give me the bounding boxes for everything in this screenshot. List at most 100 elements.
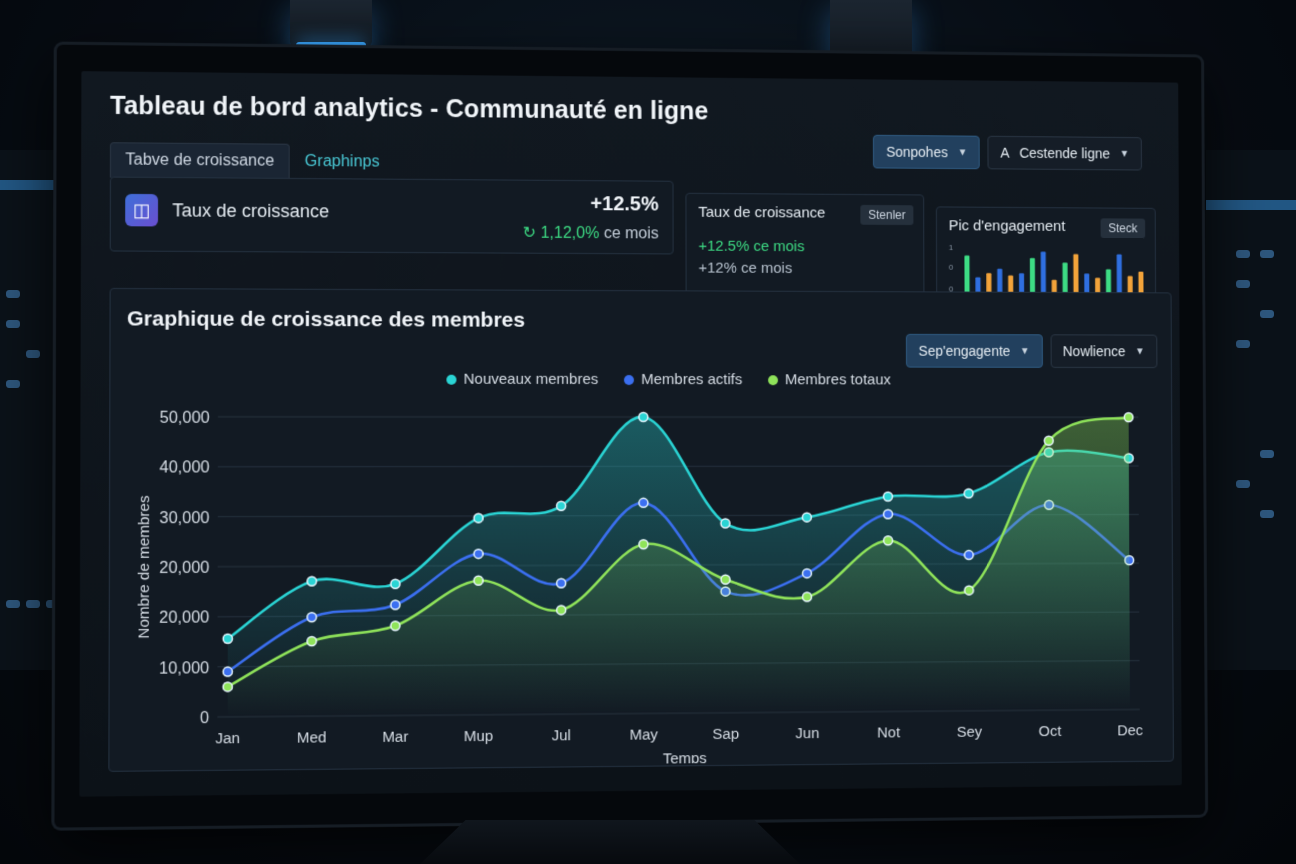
data-point[interactable]	[474, 576, 483, 585]
legend-dot	[624, 375, 634, 385]
data-point[interactable]	[307, 577, 316, 586]
data-point[interactable]	[803, 569, 812, 578]
legend-label: Membres totaux	[785, 371, 891, 388]
card-badge[interactable]: Steck	[1101, 218, 1146, 238]
growth-summary-card: ◫ Taux de croissance +12.5% ↻ 1,12,0% ce…	[110, 177, 674, 255]
mini-bar	[1008, 275, 1013, 292]
chevron-down-icon: ▼	[1020, 346, 1030, 357]
dropdown-label: Nowlience	[1063, 343, 1126, 359]
dropdown-label: Sep'engagente	[919, 343, 1011, 359]
mini-bar	[1095, 278, 1100, 293]
mini-bar	[1106, 269, 1111, 293]
y-tick-label: 10,000	[159, 659, 209, 678]
growth-label: Taux de croissance	[172, 200, 329, 222]
data-point[interactable]	[307, 637, 316, 646]
data-point[interactable]	[391, 600, 400, 609]
legend-item-new[interactable]: Nouveaux membres	[446, 371, 598, 388]
monitor: Tableau de bord analytics - Communauté e…	[54, 45, 1205, 828]
monitor-stand	[420, 820, 800, 864]
y-axis-label: Nombre de membres	[136, 495, 154, 638]
filter-dropdown-cestende[interactable]: A Cestende ligne ▼	[988, 136, 1142, 171]
legend-dot	[446, 374, 456, 384]
tab-croissance[interactable]: Tabve de croissance	[110, 142, 290, 179]
data-point[interactable]	[474, 514, 483, 523]
data-point[interactable]	[1044, 436, 1053, 445]
data-point[interactable]	[639, 540, 648, 549]
chevron-down-icon: ▼	[1120, 148, 1130, 159]
growth-change: ↻ 1,12,0% ce mois	[523, 223, 659, 244]
growth-rate-card: Taux de croissance Stenler +12.5% ce moi…	[685, 193, 924, 296]
data-point[interactable]	[307, 613, 316, 622]
community-logo-icon: ◫	[125, 194, 158, 227]
growth-change-value: 1,12,0%	[541, 225, 600, 242]
data-point[interactable]	[802, 513, 811, 522]
x-tick-label: Oct	[1039, 723, 1063, 740]
data-point[interactable]	[223, 682, 232, 691]
dashboard-screen: Tableau de bord analytics - Communauté e…	[79, 71, 1181, 796]
chart-controls: Sep'engagente ▼ Nowlience ▼	[906, 334, 1158, 368]
mini-bar	[986, 273, 991, 293]
top-controls: Sonpohes ▼ A Cestende ligne ▼	[873, 135, 1142, 171]
dropdown-prefix: A	[1000, 145, 1009, 161]
data-point[interactable]	[557, 605, 566, 614]
data-point[interactable]	[884, 536, 893, 545]
mini-bar	[1084, 274, 1089, 294]
chevron-down-icon: ▼	[958, 147, 968, 158]
data-point[interactable]	[883, 492, 892, 501]
mini-bar	[997, 269, 1002, 293]
data-point[interactable]	[639, 498, 648, 507]
data-point[interactable]	[803, 592, 812, 601]
x-tick-label: Mup	[464, 728, 493, 745]
card-title: Pic d'engagement	[949, 217, 1066, 234]
data-point[interactable]	[391, 621, 400, 630]
tab-graphinps[interactable]: Graphinps	[290, 144, 395, 180]
data-point[interactable]	[639, 413, 648, 422]
x-tick-label: Sey	[957, 724, 983, 741]
legend-item-active[interactable]: Membres actifs	[624, 371, 742, 388]
filter-dropdown-sonpohes[interactable]: Sonpohes ▼	[873, 135, 980, 169]
audience-dropdown[interactable]: Nowlience ▼	[1050, 334, 1157, 368]
legend-label: Nouveaux membres	[464, 371, 599, 388]
data-point[interactable]	[721, 575, 730, 584]
chart-legend: Nouveaux membres Membres actifs Membres …	[446, 371, 890, 389]
chevron-down-icon: ▼	[1135, 346, 1145, 357]
data-point[interactable]	[557, 501, 566, 510]
data-point[interactable]	[223, 667, 232, 676]
mini-y-tick: 0	[949, 263, 953, 272]
engagement-dropdown[interactable]: Sep'engagente ▼	[906, 334, 1043, 368]
mini-bar	[964, 256, 969, 293]
tab-bar: Tabve de croissance Graphinps	[110, 142, 395, 179]
chart-title: Graphique de croissance des membres	[127, 307, 525, 332]
mini-bar	[1030, 258, 1035, 293]
data-point[interactable]	[474, 549, 483, 558]
data-point[interactable]	[964, 489, 973, 498]
card-title: Taux de croissance	[698, 204, 825, 222]
data-point[interactable]	[721, 519, 730, 528]
member-growth-chart-card: Graphique de croissance des membres Sep'…	[108, 288, 1174, 772]
mini-bar-chart	[962, 245, 1147, 293]
mini-bar	[1128, 276, 1133, 293]
data-point[interactable]	[965, 586, 974, 595]
page-title: Tableau de bord analytics - Communauté e…	[110, 92, 708, 127]
x-tick-label: Not	[877, 724, 901, 741]
data-point[interactable]	[391, 579, 400, 588]
rate-line-1: +12.5% ce mois	[698, 238, 804, 255]
x-tick-label: Jan	[215, 730, 240, 747]
data-point[interactable]	[557, 579, 566, 588]
data-point[interactable]	[1124, 413, 1133, 422]
mini-y-tick: 1	[949, 243, 953, 252]
data-point[interactable]	[223, 634, 232, 643]
dropdown-label: Cestende ligne	[1019, 145, 1110, 161]
legend-label: Membres actifs	[641, 371, 742, 388]
data-point[interactable]	[964, 551, 973, 560]
y-tick-label: 30,000	[159, 509, 209, 527]
refresh-icon: ↻	[523, 225, 541, 242]
x-tick-label: Sap	[712, 726, 739, 743]
y-tick-label: 0	[200, 709, 209, 727]
legend-item-total[interactable]: Membres totaux	[768, 371, 891, 388]
ceiling-light	[290, 0, 372, 48]
x-tick-label: Mar	[382, 729, 408, 746]
dropdown-label: Sonpohes	[886, 144, 948, 160]
card-badge[interactable]: Stenler	[860, 205, 913, 225]
data-point[interactable]	[884, 510, 893, 519]
